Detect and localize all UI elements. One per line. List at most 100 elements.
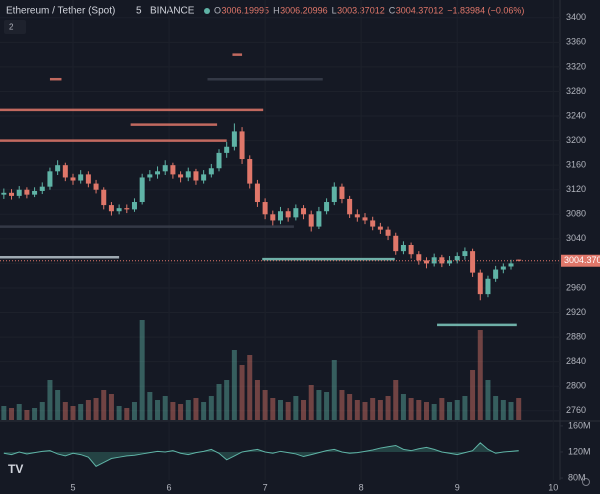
volume-bar <box>155 400 161 420</box>
candle-body <box>55 165 61 172</box>
candle-body <box>270 214 276 221</box>
y-tick-label: 2840 <box>566 356 586 366</box>
volume-bar <box>293 396 299 420</box>
volume-bar <box>93 398 99 420</box>
volume-bar <box>162 396 168 420</box>
volume-bar <box>423 402 429 420</box>
indicator-area <box>3 442 519 467</box>
candle-body <box>377 226 383 230</box>
candle-body <box>285 211 291 218</box>
volume-bar <box>101 390 107 420</box>
y-tick-label: 3160 <box>566 160 586 170</box>
change: −1.83984 (−0.06%) <box>447 5 524 15</box>
candle-body <box>139 177 145 203</box>
volume-bar <box>339 390 345 420</box>
y-tick-label: 2960 <box>566 282 586 292</box>
volume-bar <box>262 390 268 420</box>
settings-icon[interactable] <box>582 478 590 486</box>
volume-bar <box>493 396 499 420</box>
indicator-toggle[interactable] <box>4 20 26 34</box>
volume-bar <box>70 406 76 420</box>
ohlc-letter: C <box>389 5 396 15</box>
candle-body <box>462 251 468 257</box>
candle-body <box>324 202 330 212</box>
candle-body <box>108 205 114 212</box>
volume-bar <box>508 402 514 420</box>
candle-body <box>354 214 360 218</box>
volume-bar <box>270 398 276 420</box>
y-tick-label: 3040 <box>566 233 586 243</box>
volume-bar <box>316 390 322 420</box>
candle-body <box>155 171 161 175</box>
volume-bar <box>9 408 15 420</box>
candle-body <box>416 254 422 261</box>
volume-bar <box>178 404 184 420</box>
candle-body <box>32 190 38 195</box>
y-tick-label: 3080 <box>566 209 586 219</box>
candle-body <box>70 177 76 181</box>
candle-body <box>423 260 429 264</box>
volume-bar <box>62 402 68 420</box>
candle-body <box>16 189 22 196</box>
volume-bar <box>462 396 468 420</box>
volume-bar <box>477 330 483 420</box>
volume-bar <box>385 396 391 420</box>
candle-body <box>178 174 184 178</box>
exchange: BINANCE <box>150 6 195 17</box>
candle-body <box>362 217 368 221</box>
candle-body <box>62 165 68 178</box>
volume-bar <box>308 385 314 420</box>
candle-body <box>454 256 460 261</box>
candle-body <box>93 183 99 190</box>
volume-bar <box>47 380 53 420</box>
y-tick-label: 3280 <box>566 86 586 96</box>
candle-body <box>316 211 322 227</box>
candle-body <box>231 131 237 147</box>
y-tick-label: 3360 <box>566 37 586 47</box>
candle-body <box>308 214 314 227</box>
last-price-label: 3004.370 <box>564 255 600 265</box>
candle-body <box>193 171 199 181</box>
volume-bar <box>370 398 376 420</box>
candle-body <box>201 174 207 181</box>
candle-body <box>1 192 7 195</box>
volume-bar <box>470 370 476 420</box>
volume-bar <box>362 402 368 420</box>
y-tick-label: 2800 <box>566 381 586 391</box>
volume-bar <box>32 408 38 420</box>
last-price-box <box>561 254 600 267</box>
ohlc-value: 3006.19995 <box>222 5 270 15</box>
ohlc-header: O3006.19995H3006.20996L3003.37012C3004.3… <box>214 5 524 15</box>
candle-body <box>477 272 483 295</box>
volume-bar <box>131 402 137 420</box>
ohlc-letter: L <box>332 5 337 15</box>
volume-bar <box>485 380 491 420</box>
volume-bar <box>447 402 453 420</box>
volume-bar <box>231 350 237 420</box>
volume-bar <box>431 404 437 420</box>
candle-body <box>131 202 137 210</box>
candle-body <box>216 152 222 169</box>
x-tick-label: 8 <box>359 482 364 492</box>
ohlc-letter: O <box>214 5 221 15</box>
candle-body <box>162 165 168 172</box>
candle-body <box>370 220 376 227</box>
x-tick-label: 7 <box>263 482 268 492</box>
candle-body <box>301 208 307 215</box>
candle-body <box>470 251 476 273</box>
candle-body <box>431 257 437 264</box>
y2-tick-label: 80M <box>568 472 586 482</box>
volume-bar <box>393 380 399 420</box>
candle-body <box>78 174 84 181</box>
y-tick-label: 3120 <box>566 184 586 194</box>
volume-bar <box>247 355 253 420</box>
volume-bar <box>377 400 383 420</box>
volume-bar <box>185 400 191 420</box>
candle-body <box>116 208 122 212</box>
candle-body <box>224 146 230 153</box>
volume-bar <box>224 380 230 420</box>
y-tick-label: 3320 <box>566 61 586 71</box>
ohlc-letter: H <box>273 5 280 15</box>
